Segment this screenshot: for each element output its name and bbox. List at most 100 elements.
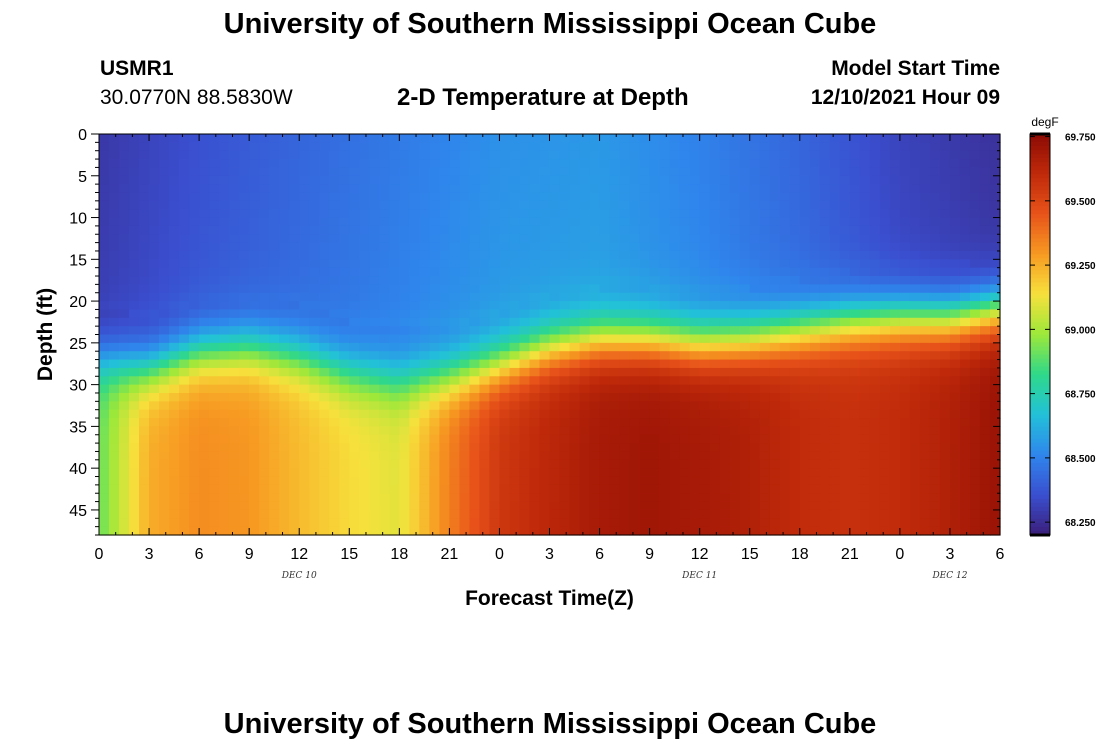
heatmap-cell [929, 184, 941, 194]
heatmap-cell [639, 493, 651, 503]
heatmap-cell [579, 250, 591, 260]
heatmap-cell [419, 209, 430, 219]
heatmap-cell [849, 518, 861, 528]
heatmap-cell [669, 342, 681, 352]
heatmap-cell [579, 200, 591, 210]
x-tick-label: 6 [595, 546, 604, 563]
heatmap-cell [329, 267, 340, 277]
heatmap-cell [159, 159, 170, 169]
heatmap-cell [519, 292, 531, 302]
heatmap-cell [729, 225, 741, 235]
heatmap-cell [359, 367, 370, 377]
heatmap-cell [539, 200, 551, 210]
heatmap-cell [689, 142, 701, 152]
heatmap-cell [709, 267, 721, 277]
heatmap-cell [139, 200, 150, 210]
heatmap-cell [409, 418, 420, 427]
heatmap-cell [889, 250, 901, 260]
heatmap-cell [109, 392, 120, 402]
heatmap-cell [439, 509, 450, 519]
colorbar-swatch [1030, 298, 1050, 304]
heatmap-cell [169, 159, 180, 169]
heatmap-cell [159, 376, 170, 386]
heatmap-cell [489, 367, 501, 377]
heatmap-cell [569, 376, 581, 386]
heatmap-cell [269, 209, 280, 219]
heatmap-cell [339, 426, 350, 436]
heatmap-cell [629, 493, 641, 503]
heatmap-cell [719, 134, 731, 143]
heatmap-cell [839, 225, 851, 235]
heatmap-cell [769, 526, 781, 536]
heatmap-cell [169, 242, 180, 252]
heatmap-cell [759, 292, 771, 302]
heatmap-cell [499, 225, 511, 235]
heatmap-cell [379, 476, 390, 486]
heatmap-cell [929, 426, 941, 436]
heatmap-cell [939, 518, 951, 528]
heatmap-cell [399, 200, 410, 210]
heatmap-cell [679, 392, 691, 402]
heatmap-cell [419, 159, 430, 169]
heatmap-cell [989, 509, 1001, 519]
heatmap-cell [409, 359, 420, 369]
colorbar-swatch [1030, 246, 1050, 251]
heatmap-cell [839, 317, 851, 327]
heatmap-cell [559, 284, 571, 294]
heatmap-cell [309, 250, 320, 260]
heatmap-cell [899, 142, 911, 152]
colorbar-swatch [1030, 382, 1050, 388]
heatmap-cell [379, 434, 390, 444]
heatmap-cell [619, 392, 631, 402]
heatmap-cell [229, 459, 240, 469]
heatmap-cell [159, 359, 170, 369]
heatmap-cell [339, 468, 350, 478]
heatmap-cell [99, 159, 110, 169]
heatmap-cell [689, 359, 701, 369]
heatmap-cell [689, 192, 701, 202]
heatmap-cell [369, 459, 380, 469]
heatmap-cell [909, 459, 921, 469]
heatmap-cell [839, 134, 851, 143]
heatmap-cell [479, 493, 491, 503]
heatmap-cell [709, 493, 721, 503]
heatmap-cell [249, 276, 260, 285]
heatmap-cell [199, 518, 210, 528]
heatmap-cell [359, 443, 370, 453]
heatmap-cell [859, 484, 871, 494]
heatmap-cell [259, 301, 270, 311]
heatmap-cell [869, 175, 881, 185]
heatmap-cell [949, 509, 961, 519]
heatmap-cell [959, 267, 971, 277]
heatmap-cell [889, 359, 901, 369]
heatmap-cell [849, 234, 861, 244]
heatmap-cell [579, 317, 591, 327]
heatmap-cell [509, 284, 521, 294]
heatmap-cell [569, 501, 581, 511]
heatmap-cell [229, 234, 240, 244]
heatmap-cell [419, 418, 430, 427]
heatmap-cell [669, 267, 681, 277]
heatmap-cell [949, 184, 961, 194]
heatmap-cell [219, 134, 230, 143]
heatmap-cell [389, 209, 400, 219]
heatmap-cell [279, 443, 290, 453]
heatmap-cell [259, 200, 270, 210]
heatmap-cell [369, 309, 380, 319]
heatmap-cell [849, 359, 861, 369]
heatmap-cell [919, 359, 931, 369]
heatmap-cell [359, 209, 370, 219]
heatmap-cell [319, 451, 330, 461]
heatmap-cell [249, 501, 260, 511]
heatmap-cell [99, 443, 110, 453]
heatmap-cell [409, 476, 420, 486]
heatmap-cell [579, 484, 591, 494]
heatmap-cell [219, 418, 230, 427]
heatmap-cell [229, 451, 240, 461]
heatmap-cell [339, 209, 350, 219]
heatmap-cell [789, 384, 801, 394]
heatmap-cell [129, 476, 140, 486]
heatmap-cell [719, 401, 731, 411]
heatmap-cell [939, 451, 951, 461]
heatmap-cell [859, 509, 871, 519]
